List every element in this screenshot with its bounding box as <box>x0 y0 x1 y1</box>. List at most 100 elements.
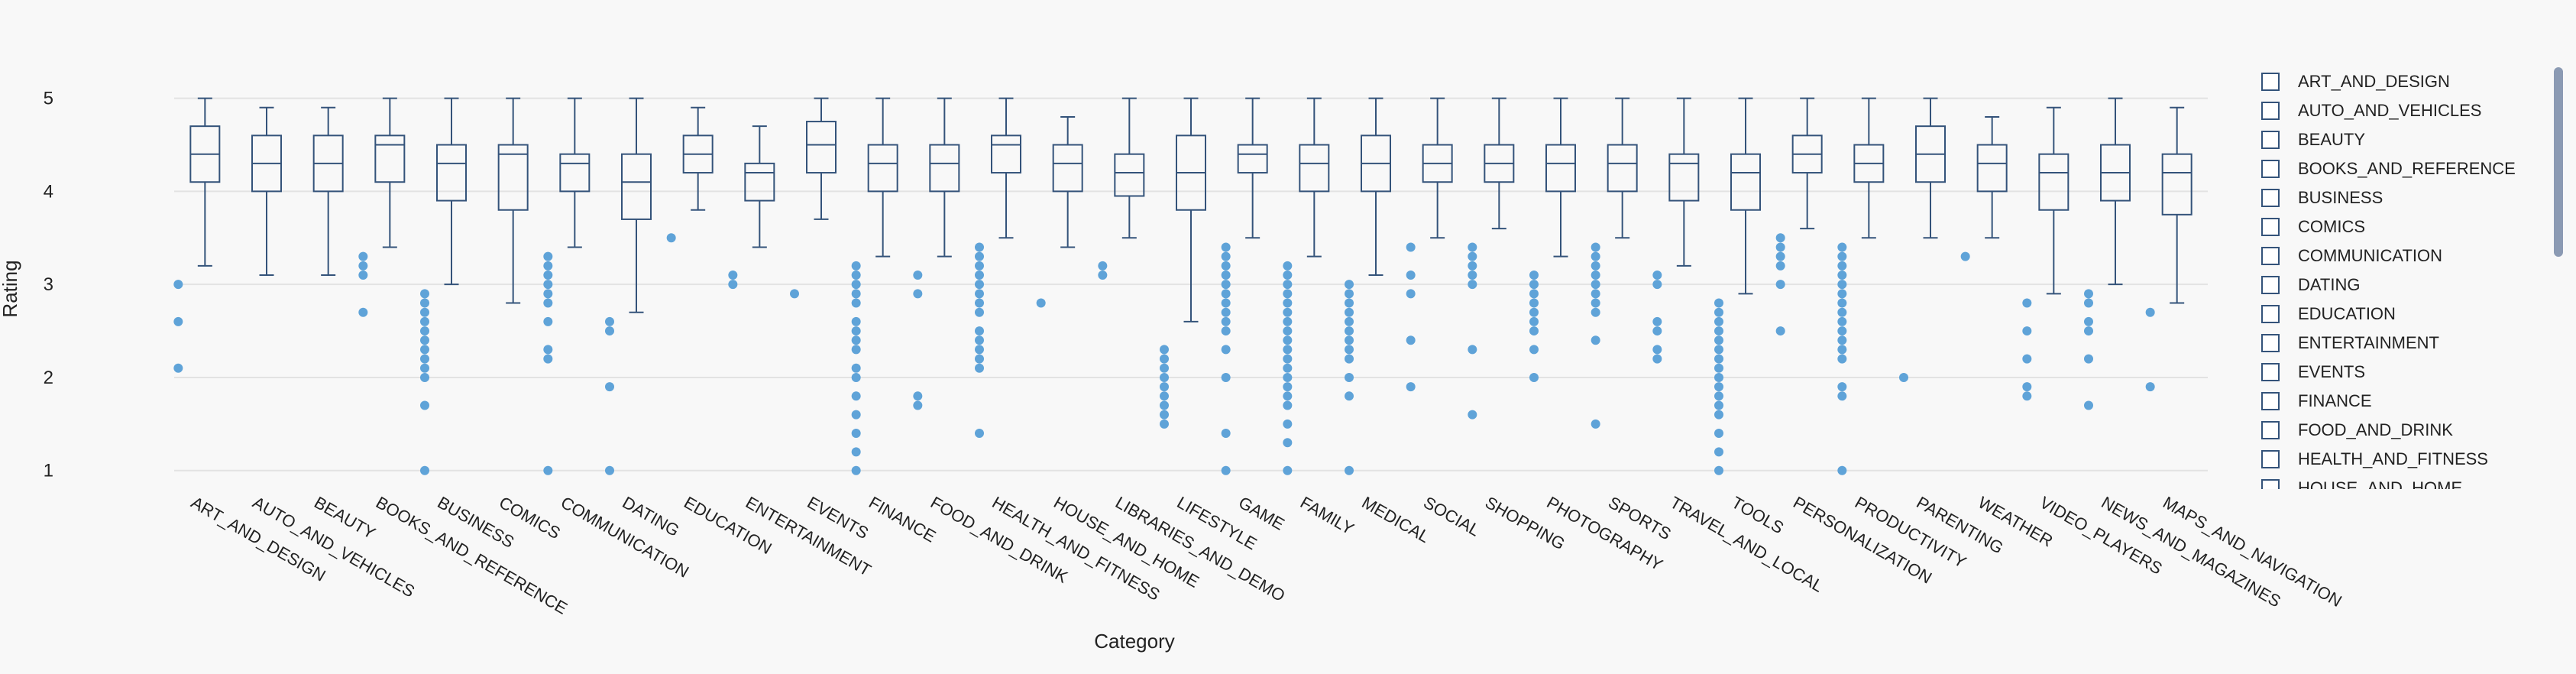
legend-item-dating[interactable]: DATING <box>2261 271 2544 300</box>
box-food-and-drink[interactable] <box>913 97 960 410</box>
iqr-box <box>1668 153 1700 202</box>
outlier-point <box>1529 307 1539 317</box>
outlier-point <box>1345 316 1354 326</box>
box-libraries-and-demo[interactable] <box>1098 97 1145 280</box>
outlier-point <box>1837 354 1847 364</box>
legend-checkbox[interactable] <box>2261 392 2280 410</box>
box-communication[interactable] <box>543 97 591 475</box>
outlier-point <box>2022 326 2032 336</box>
outlier-point <box>1283 363 1293 373</box>
x-tick-label: MEDICAL <box>1359 493 1433 547</box>
legend-item-auto-and-vehicles[interactable]: AUTO_AND_VEHICLES <box>2261 96 2544 125</box>
legend-item-house-and-home[interactable]: HOUSE_AND_HOME <box>2261 474 2544 489</box>
legend-item-beauty[interactable]: BEAUTY <box>2261 125 2544 154</box>
iqr-box <box>1607 144 1638 193</box>
legend-checkbox[interactable] <box>2261 131 2280 149</box>
box-finance[interactable] <box>851 97 898 475</box>
legend-checkbox[interactable] <box>2261 160 2280 178</box>
outlier-point <box>1652 326 1662 336</box>
outlier-point <box>1160 410 1169 420</box>
box-art-and-design[interactable] <box>173 97 221 373</box>
legend-item-business[interactable]: BUSINESS <box>2261 183 2544 212</box>
box-comics[interactable] <box>497 97 529 304</box>
outlier-point <box>2022 298 2032 308</box>
legend-checkbox[interactable] <box>2261 102 2280 120</box>
legend-item-events[interactable]: EVENTS <box>2261 358 2544 387</box>
box-entertainment[interactable] <box>728 125 775 290</box>
legend-checkbox[interactable] <box>2261 363 2280 381</box>
outlier-point <box>1591 298 1600 308</box>
box-sports[interactable] <box>1591 97 1638 429</box>
box-books-and-reference[interactable] <box>358 97 406 317</box>
outlier-point <box>1283 419 1293 429</box>
box-medical[interactable] <box>1345 97 1391 475</box>
outlier-point <box>1714 400 1723 410</box>
box-travel-and-local[interactable] <box>1652 97 1700 364</box>
outlier-point <box>851 261 861 271</box>
box-maps-and-navigation[interactable] <box>2145 106 2193 392</box>
outlier-point <box>1160 354 1169 364</box>
box-house-and-home[interactable] <box>1036 115 1083 308</box>
box-health-and-fitness[interactable] <box>975 97 1021 439</box>
legend-item-finance[interactable]: FINANCE <box>2261 387 2544 416</box>
outlier-point <box>975 271 984 280</box>
outlier-point <box>2084 400 2093 410</box>
outlier-point <box>420 326 429 336</box>
box-game[interactable] <box>1221 97 1268 475</box>
box-video-players[interactable] <box>2022 106 2070 401</box>
outlier-point <box>1837 289 1847 299</box>
legend-item-comics[interactable]: COMICS <box>2261 212 2544 241</box>
box-education[interactable] <box>666 106 714 243</box>
legend-checkbox[interactable] <box>2261 305 2280 323</box>
box-social[interactable] <box>1406 97 1453 392</box>
box-lifestyle[interactable] <box>1160 97 1206 429</box>
box-family[interactable] <box>1283 97 1330 475</box>
legend-checkbox[interactable] <box>2261 276 2280 294</box>
box-tools[interactable] <box>1714 97 1761 475</box>
box-events[interactable] <box>790 97 837 299</box>
outlier-point <box>1652 280 1662 290</box>
outlier-point <box>1837 382 1847 392</box>
box-news-and-magazines[interactable] <box>2084 97 2131 410</box>
legend-item-entertainment[interactable]: ENTERTAINMENT <box>2261 329 2544 358</box>
legend-item-food-and-drink[interactable]: FOOD_AND_DRINK <box>2261 416 2544 445</box>
box-personalization[interactable] <box>1775 97 1823 336</box>
legend-item-books-and-reference[interactable]: BOOKS_AND_REFERENCE <box>2261 154 2544 183</box>
legend-item-communication[interactable]: COMMUNICATION <box>2261 241 2544 271</box>
legend-checkbox[interactable] <box>2261 450 2280 468</box>
legend-checkbox[interactable] <box>2261 479 2280 489</box>
box-photography[interactable] <box>1529 97 1576 382</box>
outlier-point <box>1714 465 1723 475</box>
box-beauty[interactable] <box>312 106 344 276</box>
legend-item-health-and-fitness[interactable]: HEALTH_AND_FITNESS <box>2261 445 2544 474</box>
legend-checkbox[interactable] <box>2261 334 2280 352</box>
outlier-point <box>1221 326 1231 336</box>
outlier-point <box>851 289 861 299</box>
outlier-point <box>975 261 984 271</box>
box-weather[interactable] <box>1960 115 2008 261</box>
legend-checkbox[interactable] <box>2261 247 2280 265</box>
outlier-point <box>1837 242 1847 252</box>
outlier-point <box>851 298 861 308</box>
outlier-point <box>851 391 861 401</box>
iqr-box <box>436 144 467 202</box>
box-auto-and-vehicles[interactable] <box>251 106 282 276</box>
box-parenting[interactable] <box>1899 97 1946 382</box>
legend-checkbox[interactable] <box>2261 189 2280 207</box>
outlier-point <box>1652 345 1662 355</box>
box-dating[interactable] <box>605 97 652 475</box>
legend-item-art-and-design[interactable]: ART_AND_DESIGN <box>2261 67 2544 96</box>
outlier-point <box>1406 242 1416 252</box>
legend-scrollbar[interactable] <box>2554 67 2563 257</box>
legend-checkbox[interactable] <box>2261 421 2280 439</box>
box-productivity[interactable] <box>1837 97 1885 475</box>
iqr-box <box>2161 153 2193 215</box>
outlier-point <box>975 345 984 355</box>
legend-checkbox[interactable] <box>2261 73 2280 91</box>
outlier-point <box>1837 326 1847 336</box>
legend-item-education[interactable]: EDUCATION <box>2261 300 2544 329</box>
box-business[interactable] <box>420 97 467 475</box>
outlier-point <box>1221 271 1231 280</box>
box-shopping[interactable] <box>1468 97 1515 420</box>
legend-checkbox[interactable] <box>2261 218 2280 236</box>
